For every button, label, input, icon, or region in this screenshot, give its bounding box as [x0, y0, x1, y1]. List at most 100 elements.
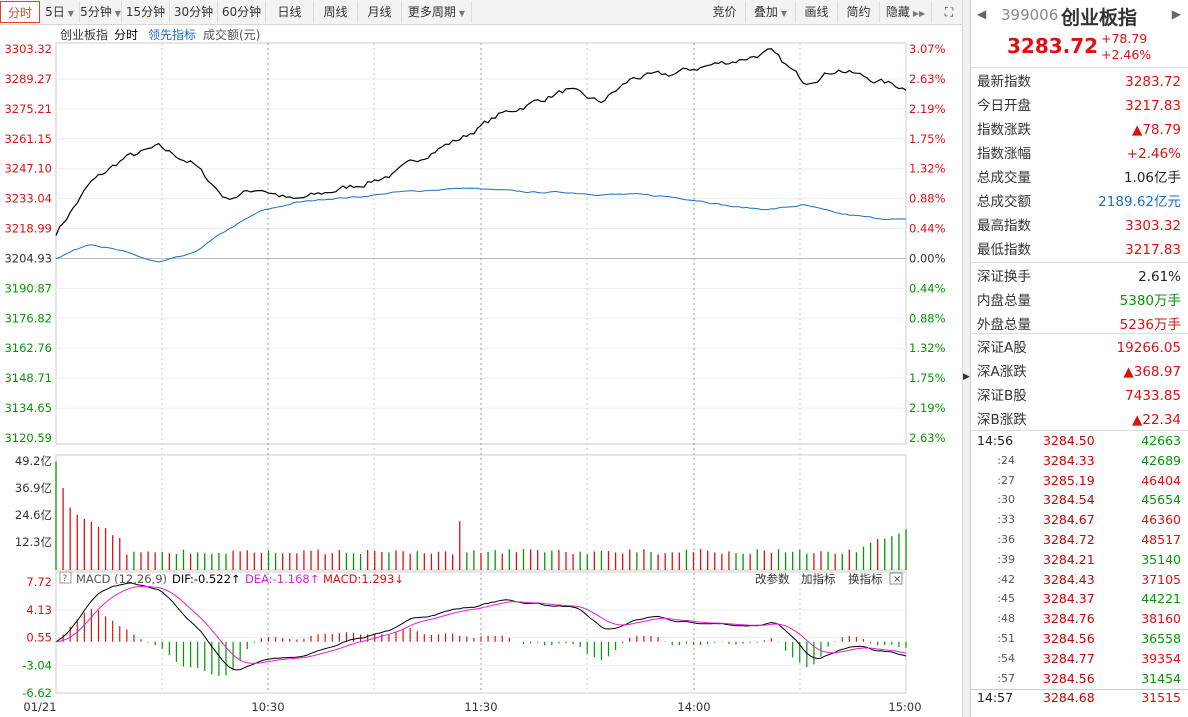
legend-name: 创业板指 — [60, 27, 108, 42]
stat-value: 7433.85 — [1125, 388, 1181, 404]
change-params-button: 改参数 — [755, 572, 790, 586]
tick-row[interactable]: :42 3284.43 37105 — [971, 570, 1188, 590]
tick-price: 3284.33 — [1043, 452, 1095, 468]
period-tab[interactable]: 周线 — [314, 1, 358, 23]
avg-price-line — [55, 187, 907, 263]
tick-volume: 48517 — [1141, 532, 1181, 547]
tick-row[interactable]: :57 3284.56 31454 — [971, 669, 1188, 689]
time-tick-label: 14:00 — [677, 700, 710, 714]
pct-tick-label: 3.07% — [909, 42, 946, 56]
period-tab[interactable]: 30分钟 — [170, 1, 218, 23]
stat-label: 内盘总量 — [977, 293, 1031, 309]
fullscreen-icon[interactable]: ⛶ — [944, 5, 954, 19]
next-arrow-icon[interactable]: ▶ — [1171, 7, 1181, 21]
pct-tick-label: 1.75% — [909, 371, 946, 385]
tick-price: 3284.43 — [1043, 571, 1095, 587]
expand-icon[interactable]: ▶▶ — [912, 9, 926, 18]
stat-row: 总成交量 1.06亿手 — [971, 166, 1188, 190]
tick-row[interactable]: :39 3284.21 35140 — [971, 550, 1188, 570]
dea-line — [55, 585, 907, 664]
price-tick-label: 3303.32 — [4, 42, 52, 56]
stat-value: 3303.32 — [1125, 218, 1181, 234]
tool-button[interactable]: 简约 — [838, 1, 880, 23]
period-tab[interactable]: 15分钟 — [122, 1, 170, 23]
tick-row[interactable]: :24 3284.33 42689 — [971, 451, 1188, 471]
period-tab[interactable]: 日线 — [266, 1, 314, 23]
stat-label: 深证A股 — [977, 340, 1027, 356]
collapse-arrow-icon[interactable]: ▶ — [963, 372, 970, 382]
tick-time: :33 — [997, 513, 1015, 527]
tick-row[interactable]: :30 3284.54 45654 — [971, 490, 1188, 510]
tick-time: :57 — [997, 671, 1015, 685]
stat-value: ▲78.79 — [1131, 122, 1181, 138]
tick-price: 3284.37 — [1043, 591, 1095, 607]
dropdown-arrow-icon[interactable]: ▼ — [458, 9, 466, 18]
tick-row[interactable]: :36 3284.72 48517 — [971, 530, 1188, 550]
dropdown-arrow-icon[interactable]: ▼ — [780, 9, 788, 18]
stat-label: 最低指数 — [977, 242, 1031, 258]
tick-row[interactable]: 14:56 3284.50 42663 — [971, 431, 1188, 451]
tool-button[interactable]: 隐藏 ▶▶ — [880, 1, 932, 23]
pct-tick-label: 1.32% — [909, 341, 946, 355]
pct-tick-label: 2.19% — [909, 102, 946, 116]
stat-row: 深B涨跌 ▲22.34 — [971, 408, 1188, 432]
tick-volume: 36558 — [1141, 631, 1181, 646]
stat-value: 3217.83 — [1125, 242, 1181, 258]
price-tick-label: 3204.93 — [4, 251, 52, 265]
stat-row: 深A涨跌 ▲368.97 — [971, 360, 1188, 384]
macd-tick-label: 4.13 — [26, 603, 52, 617]
stat-label: 深B涨跌 — [977, 412, 1027, 428]
stat-label: 今日开盘 — [977, 98, 1031, 114]
period-tab[interactable]: 月线 — [358, 1, 402, 23]
tick-time: :48 — [997, 612, 1015, 626]
stat-row: 深证A股 19266.05 — [971, 336, 1188, 360]
pct-tick-label: 0.88% — [909, 311, 946, 325]
stat-row: 最低指数 3217.83 — [971, 238, 1188, 262]
pct-tick-label: 2.19% — [909, 401, 946, 415]
tick-row[interactable]: :51 3284.56 36558 — [971, 629, 1188, 649]
stat-row: 总成交额 2189.62亿元 — [971, 190, 1188, 214]
tool-button[interactable]: 叠加 ▼ — [746, 1, 796, 23]
macd-dif: DIF:-0.522↑ — [172, 572, 241, 586]
period-tab[interactable]: 更多周期 ▼ — [402, 1, 472, 23]
tick-volume: 42689 — [1141, 452, 1181, 468]
stat-row: 指数涨跌 ▲78.79 — [971, 118, 1188, 142]
legend-leading: 领先指标 — [148, 27, 196, 42]
macd-tick-label: -6.62 — [22, 686, 52, 700]
tool-button[interactable]: 画线 — [796, 1, 838, 23]
stat-value: 2.61% — [1138, 269, 1181, 285]
tick-row[interactable]: 14:57 3284.68 31515 — [971, 688, 1188, 708]
chart-area[interactable]: 分时 5日 ▼ 5分钟 ▼ 15分钟 30分钟 60分钟 日线 周线 月线 更多周期 ▼ 竞价 叠加 ▼ 画线简… — [0, 0, 962, 717]
stat-row: 今日开盘 3217.83 — [971, 94, 1188, 118]
tick-row[interactable]: :54 3284.77 39354 — [971, 649, 1188, 669]
period-tab[interactable]: 60分钟 — [218, 1, 266, 23]
dropdown-arrow-icon[interactable]: ▼ — [67, 9, 74, 18]
tick-row[interactable]: :27 3285.19 46404 — [971, 471, 1188, 491]
close-indicator-mark: × — [893, 574, 901, 585]
tick-volume: 31454 — [1141, 670, 1181, 686]
price-tick-label: 3261.15 — [4, 132, 52, 146]
tool-button[interactable]: 竞价 — [704, 1, 746, 23]
tick-price: 3284.50 — [1043, 433, 1095, 448]
prev-arrow-icon[interactable]: ◀ — [977, 7, 987, 21]
intraday-chart[interactable]: 创业板指 分时 领先指标 成交额(元) 3303.32 3.07% 3289.27 2.63%… — [0, 25, 962, 717]
tick-row[interactable]: :48 3284.76 38160 — [971, 609, 1188, 629]
panel-divider[interactable]: ▶ — [962, 0, 970, 717]
tick-row[interactable]: :45 3284.37 44221 — [971, 589, 1188, 609]
period-tab[interactable]: 5日 ▼ — [40, 1, 80, 23]
tick-row[interactable]: :33 3284.67 46360 — [971, 510, 1188, 530]
dropdown-arrow-icon[interactable]: ▼ — [114, 9, 121, 18]
period-tab[interactable]: 5分钟 ▼ — [80, 1, 122, 23]
section-divider — [971, 430, 1188, 431]
tick-volume: 46404 — [1141, 472, 1181, 488]
tick-volume: 39354 — [1141, 650, 1181, 666]
tick-price: 3284.54 — [1043, 492, 1095, 508]
volume-tick-label: 12.3亿 — [15, 535, 52, 549]
close-indicator-icon — [889, 572, 903, 585]
tick-time: :24 — [997, 453, 1015, 467]
tick-time: 14:57 — [977, 690, 1014, 706]
index-name: 创业板指 — [1061, 7, 1138, 29]
period-tab[interactable]: 分时 — [0, 1, 40, 23]
index-change-pct: +2.46% — [1101, 47, 1152, 62]
tick-volume: 38160 — [1141, 611, 1181, 627]
